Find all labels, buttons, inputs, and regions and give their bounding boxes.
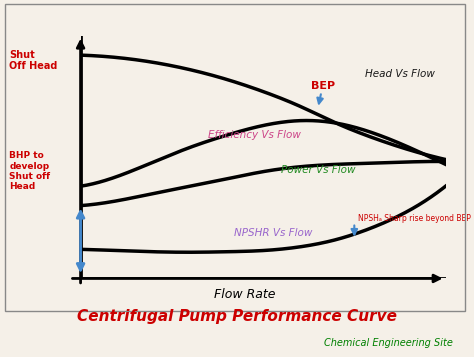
Text: Shut
Off Head: Shut Off Head bbox=[9, 50, 58, 71]
Text: BHP to
develop
Shut off
Head: BHP to develop Shut off Head bbox=[9, 151, 51, 191]
Text: Flow Rate: Flow Rate bbox=[214, 288, 275, 301]
Text: Power Vs Flow: Power Vs Flow bbox=[282, 165, 356, 175]
Text: BEP: BEP bbox=[310, 81, 335, 91]
Text: NPSHₐ Sharp rise beyond BEP: NPSHₐ Sharp rise beyond BEP bbox=[358, 213, 471, 223]
Text: Chemical Engineering Site: Chemical Engineering Site bbox=[324, 338, 453, 348]
Text: NPSHR Vs Flow: NPSHR Vs Flow bbox=[234, 228, 312, 238]
Text: Centrifugal Pump Performance Curve: Centrifugal Pump Performance Curve bbox=[77, 309, 397, 324]
Text: Efficiency Vs Flow: Efficiency Vs Flow bbox=[209, 130, 301, 140]
Text: Head Vs Flow: Head Vs Flow bbox=[365, 69, 435, 79]
